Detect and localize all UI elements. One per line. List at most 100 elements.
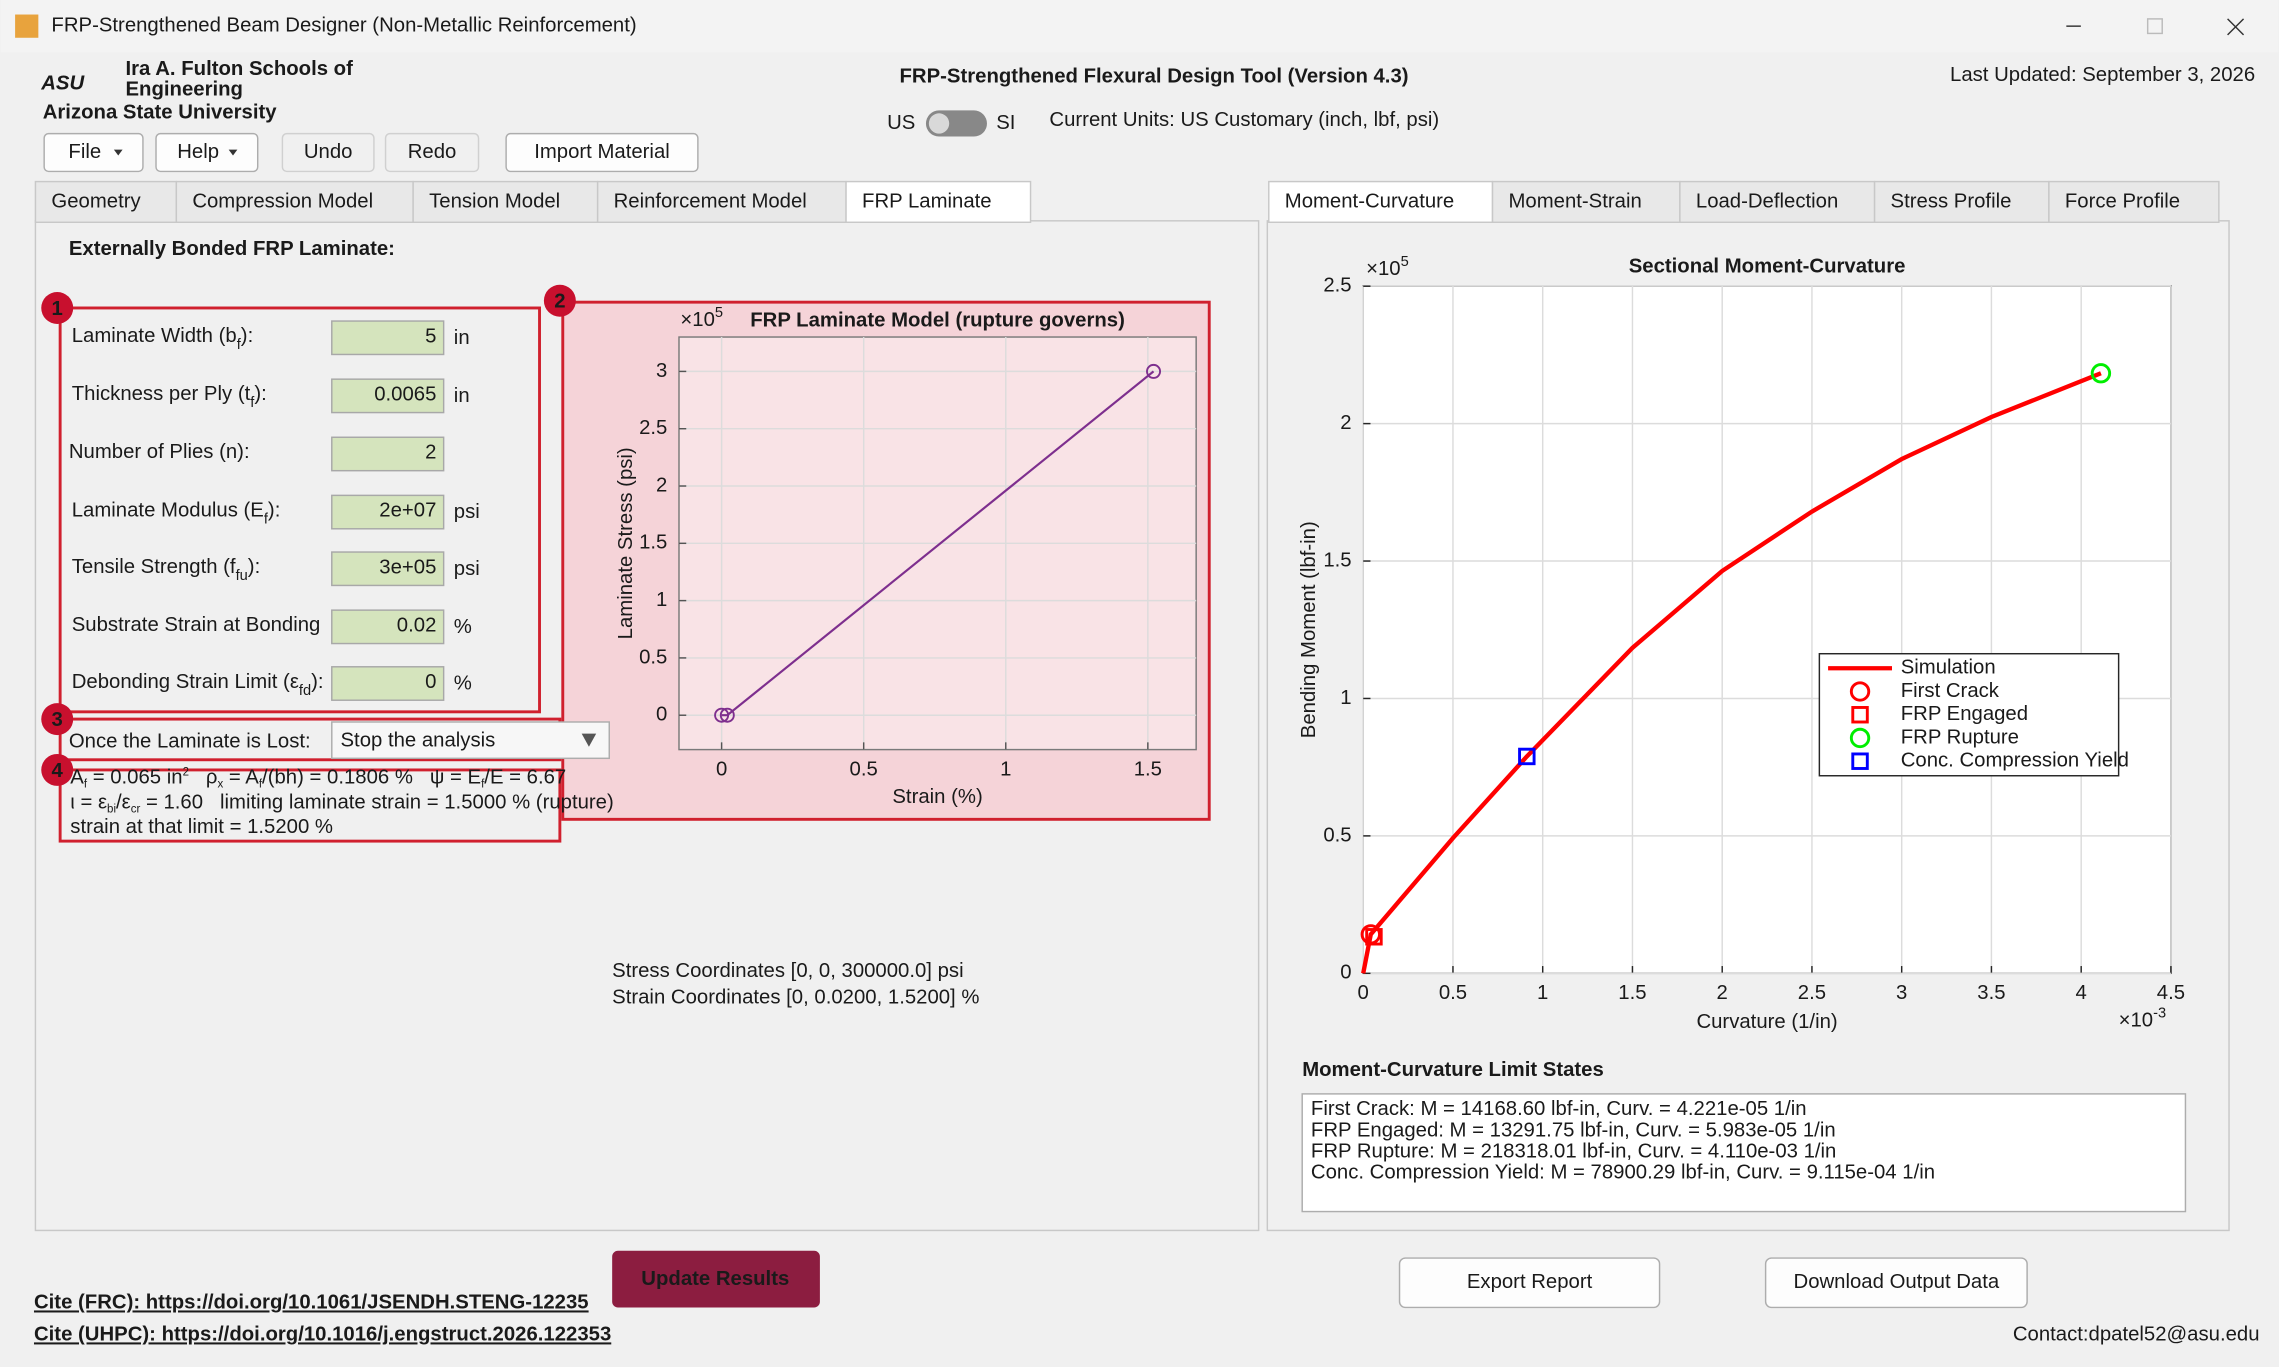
- text-part: ):: [248, 556, 260, 578]
- y-tick-label: 1.5: [639, 532, 667, 554]
- marker: [2090, 363, 2112, 384]
- subscript: f: [259, 779, 263, 791]
- superscript: 2: [183, 767, 189, 779]
- app-title: FRP-Strengthened Flexural Design Tool (V…: [900, 65, 1409, 87]
- field-label: Substrate Strain at Bonding: [72, 614, 321, 636]
- subscript: cr: [131, 803, 141, 815]
- window-title: FRP-Strengthened Beam Designer (Non-Meta…: [51, 15, 636, 37]
- text-part: ×10: [2119, 1010, 2153, 1032]
- x-axis-label: Strain (%): [892, 786, 982, 808]
- citation-link[interactable]: Cite (UHPC): https://doi.org/10.1016/j.e…: [34, 1323, 611, 1345]
- input-field[interactable]: [331, 436, 445, 472]
- subscript: f: [237, 337, 242, 353]
- x-tick-label: 1: [1537, 982, 1548, 1004]
- text-part: ×10: [1366, 259, 1400, 281]
- text-part: /(bh) = 0.1806 % ψ = E: [262, 767, 481, 789]
- input-value: 0: [425, 671, 436, 693]
- chart-title: FRP Laminate Model (rupture governs): [750, 309, 1125, 331]
- text-part: ρ: [189, 767, 218, 789]
- field-label: Debonding Strain Limit (εfd):: [72, 671, 324, 698]
- y-tick-label: 2.5: [639, 417, 667, 439]
- update-button[interactable]: [612, 1250, 820, 1308]
- contact: Contact:dpatel52@asu.edu: [2013, 1323, 2260, 1345]
- menu-arrow: [228, 149, 238, 156]
- field-label: Number of Plies (n):: [69, 442, 250, 464]
- info-line: ι = εbi/εcr = 1.60 limiting laminate str…: [70, 792, 613, 816]
- input-value: 2: [425, 442, 436, 464]
- export-label: Export Report: [1467, 1271, 1593, 1293]
- dropdown[interactable]: [331, 721, 610, 760]
- section-heading: Externally Bonded FRP Laminate:: [69, 238, 395, 260]
- toolbar-label: Import Material: [534, 141, 670, 163]
- input-field[interactable]: [331, 666, 445, 701]
- annotation-box: [58, 768, 562, 843]
- y-tick-label: 2.5: [1323, 275, 1351, 297]
- input-field[interactable]: [331, 320, 445, 356]
- tab[interactable]: [596, 180, 847, 223]
- tab[interactable]: [2048, 180, 2220, 223]
- legend-marker: [1851, 752, 1869, 770]
- tab[interactable]: [1491, 180, 1681, 223]
- tab-label: Stress Profile: [1891, 190, 2012, 212]
- tab[interactable]: [845, 180, 1032, 223]
- superscript: -3: [2153, 1005, 2166, 1021]
- marker: [1518, 747, 1536, 766]
- logo-university: Arizona State University: [43, 102, 278, 124]
- input-field[interactable]: [331, 494, 445, 530]
- text-part: Tensile Strength (f: [72, 556, 236, 578]
- toolbar-button[interactable]: [384, 132, 480, 173]
- download-label: Download Output Data: [1794, 1271, 2000, 1293]
- superscript: 5: [1401, 254, 1409, 270]
- tab[interactable]: [175, 180, 414, 223]
- maximize[interactable]: [2146, 18, 2163, 35]
- input-unit: psi: [454, 501, 480, 523]
- tab[interactable]: [1268, 180, 1494, 223]
- close[interactable]: [2227, 18, 2245, 36]
- y-tick-label: 0.5: [639, 646, 667, 668]
- text-part: ):: [311, 671, 323, 693]
- tab[interactable]: [34, 180, 178, 223]
- marker: [1365, 928, 1383, 946]
- tab[interactable]: [412, 180, 599, 223]
- tab-label: Reinforcement Model: [614, 190, 807, 212]
- toolbar-button[interactable]: [43, 132, 144, 173]
- tab[interactable]: [1679, 180, 1876, 223]
- menu-arrow: [113, 149, 123, 156]
- text-part: /E = 6.67: [484, 767, 566, 789]
- axis-multiplier: ×10-3: [2119, 1005, 2167, 1032]
- y-tick-label: 1: [656, 589, 667, 611]
- toolbar-button[interactable]: [281, 132, 375, 173]
- dropdown-arrow: [581, 733, 597, 747]
- export-button[interactable]: [1398, 1257, 1661, 1309]
- toolbar-label: Redo: [408, 141, 457, 163]
- marker: [1146, 363, 1162, 379]
- input-field[interactable]: [331, 551, 445, 587]
- input-value: 5: [425, 325, 436, 347]
- text-part: /ε: [116, 792, 131, 814]
- input-field[interactable]: [331, 609, 445, 645]
- toolbar-button[interactable]: [155, 132, 259, 173]
- text-part: Laminate Width (b: [72, 325, 237, 347]
- legend-marker: [1849, 681, 1871, 702]
- x-tick-label: 1.5: [1618, 982, 1646, 1004]
- subscript: fu: [236, 568, 248, 584]
- subscript: f: [481, 779, 485, 791]
- input-unit: in: [454, 385, 470, 407]
- y-tick-label: 2: [1340, 412, 1351, 434]
- input-field[interactable]: [331, 378, 445, 414]
- logo-school: Ira A. Fulton Schools of: [126, 58, 354, 80]
- limit-state: First Crack: M = 14168.60 lbf-in, Curv. …: [1311, 1098, 1807, 1120]
- citation-link[interactable]: Cite (FRC): https://doi.org/10.1061/JSEN…: [34, 1291, 589, 1313]
- text-part: Laminate Modulus (E: [72, 500, 264, 522]
- x-tick-label: 3: [1896, 982, 1907, 1004]
- coordinates: Strain Coordinates [0, 0.0200, 1.5200] %: [612, 986, 979, 1008]
- badge: [41, 753, 74, 786]
- download-button[interactable]: [1764, 1257, 2028, 1309]
- toolbar-button[interactable]: [505, 132, 699, 173]
- badge-number: 4: [52, 760, 64, 782]
- subscript: bi: [107, 803, 116, 815]
- text-part: Substrate Strain at Bonding: [72, 614, 321, 636]
- input-unit: in: [454, 327, 470, 349]
- x-tick-label: 0.5: [850, 758, 878, 780]
